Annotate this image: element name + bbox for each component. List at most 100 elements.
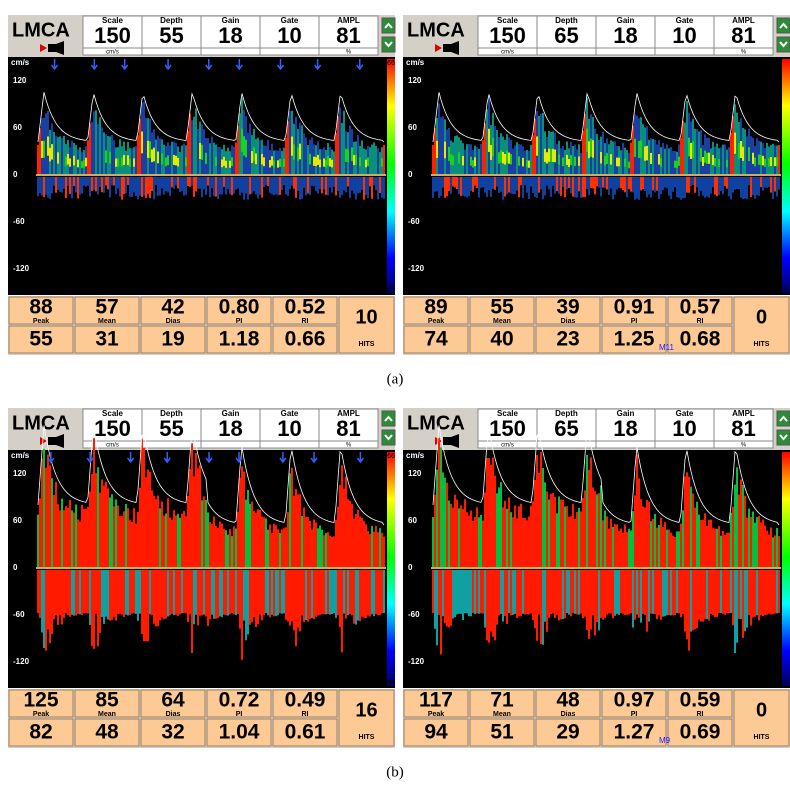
stat-cell: [601, 718, 667, 747]
stat-value: 19: [161, 328, 184, 351]
colorbar-label: 66: [387, 60, 395, 67]
stat-label: PI: [631, 318, 638, 325]
scroll-chevron: [779, 41, 788, 48]
stat-label: Peak: [33, 711, 49, 718]
stat-value: 29: [556, 721, 579, 744]
axis-unit: cm/s: [11, 451, 30, 460]
vessel-label: LMCA: [12, 412, 70, 434]
stat-value: 1.27: [614, 721, 655, 744]
param-value: 81: [336, 416, 360, 441]
param-value: 81: [731, 416, 755, 441]
stat-value: 125: [23, 689, 58, 712]
stat-cell: [272, 718, 338, 747]
scroll-chevron: [384, 41, 393, 48]
color-bar: [782, 452, 790, 686]
stat-cell: [469, 689, 535, 718]
param-value: 55: [159, 416, 183, 441]
stat-label: Mean: [493, 711, 511, 718]
stat-cell: [667, 689, 733, 718]
stat-value: 23: [556, 328, 579, 351]
axis-unit: cm/s: [406, 451, 425, 460]
stat-value: 1.25: [614, 328, 655, 351]
axis-label: -60: [13, 217, 25, 226]
hit-marker: [356, 452, 364, 464]
hit-marker: [163, 452, 171, 464]
param-header: Depth: [555, 409, 578, 418]
figure-caption: (a): [387, 371, 404, 387]
param-header: Gain: [617, 16, 635, 25]
axis-label: -120: [408, 264, 425, 273]
hit-marker: [126, 452, 135, 464]
stat-label: Mean: [493, 318, 511, 325]
monitor-panel: LMCA Scale150Depth55Gain18Gate10AMPL81cm/…: [8, 15, 396, 355]
scroll-chevron: [384, 415, 393, 422]
stat-value: 64: [161, 689, 185, 712]
param-header: Gate: [676, 16, 694, 25]
axis-label: 0: [13, 170, 18, 179]
stat-cell: [469, 296, 535, 325]
axis-label: -60: [408, 610, 420, 619]
stat-label: Peak: [428, 318, 444, 325]
hit-marker: [356, 59, 364, 71]
axis-label: -60: [408, 217, 420, 226]
hits-label: HITS: [754, 341, 770, 348]
colorbar-label: 66: [387, 453, 395, 460]
param-header: Gate: [281, 16, 299, 25]
stat-value: 55: [29, 328, 53, 351]
hits-value: 10: [355, 306, 377, 328]
stat-cell: [535, 718, 601, 747]
hit-marker: [205, 452, 213, 464]
stat-value: 1.18: [219, 328, 260, 351]
hits-cell: [338, 296, 395, 354]
param-header: Scale: [497, 409, 518, 418]
param-value: 10: [672, 23, 696, 48]
stat-cell: [272, 296, 338, 325]
stat-value: 40: [490, 328, 513, 351]
stat-value: 88: [29, 296, 53, 319]
colorbar-label: 48: [387, 286, 395, 293]
event-marker: M11: [659, 343, 675, 352]
stat-label: Dias: [166, 711, 181, 718]
param-header: Scale: [497, 16, 518, 25]
stat-label: Peak: [33, 318, 49, 325]
color-bar: [387, 452, 395, 686]
stat-value: 0.91: [614, 296, 655, 319]
stat-cell: [8, 689, 74, 718]
param-value: 150: [489, 416, 526, 441]
stat-value: 0.52: [285, 296, 326, 319]
stat-cell: [403, 689, 469, 718]
monitor-panel: LMCA Scale150Depth55Gain18Gate10AMPL81cm/…: [8, 408, 396, 748]
scroll-chevron: [779, 22, 788, 29]
probe-arrow-red: [425, 44, 442, 52]
stat-value: 0.68: [680, 328, 721, 351]
stat-label: PI: [631, 711, 638, 718]
param-unit: cm/s: [501, 443, 514, 449]
stat-cell: [74, 689, 140, 718]
param-value: 18: [218, 416, 242, 441]
param-value: 150: [489, 23, 526, 48]
stat-label: PI: [236, 318, 243, 325]
stat-cell: [403, 325, 469, 354]
stat-cell: [535, 325, 601, 354]
vessel-label: LMCA: [407, 412, 465, 434]
stat-cell: [140, 689, 206, 718]
hits-value: 16: [355, 699, 377, 721]
stat-cell: [206, 718, 272, 747]
stat-value: 89: [424, 296, 447, 319]
stat-value: 82: [29, 721, 52, 744]
color-bar: [782, 59, 790, 293]
hit-marker: [50, 59, 59, 71]
stat-value: 0.59: [680, 689, 721, 712]
param-value: 55: [159, 23, 183, 48]
param-value: 10: [277, 23, 301, 48]
stat-value: 39: [556, 296, 579, 319]
stat-label: Dias: [166, 318, 181, 325]
stat-label: RI: [697, 318, 704, 325]
stat-value: 85: [95, 689, 119, 712]
stat-value: 42: [161, 296, 184, 319]
stat-value: 51: [490, 721, 514, 744]
hits-label: HITS: [754, 734, 770, 741]
